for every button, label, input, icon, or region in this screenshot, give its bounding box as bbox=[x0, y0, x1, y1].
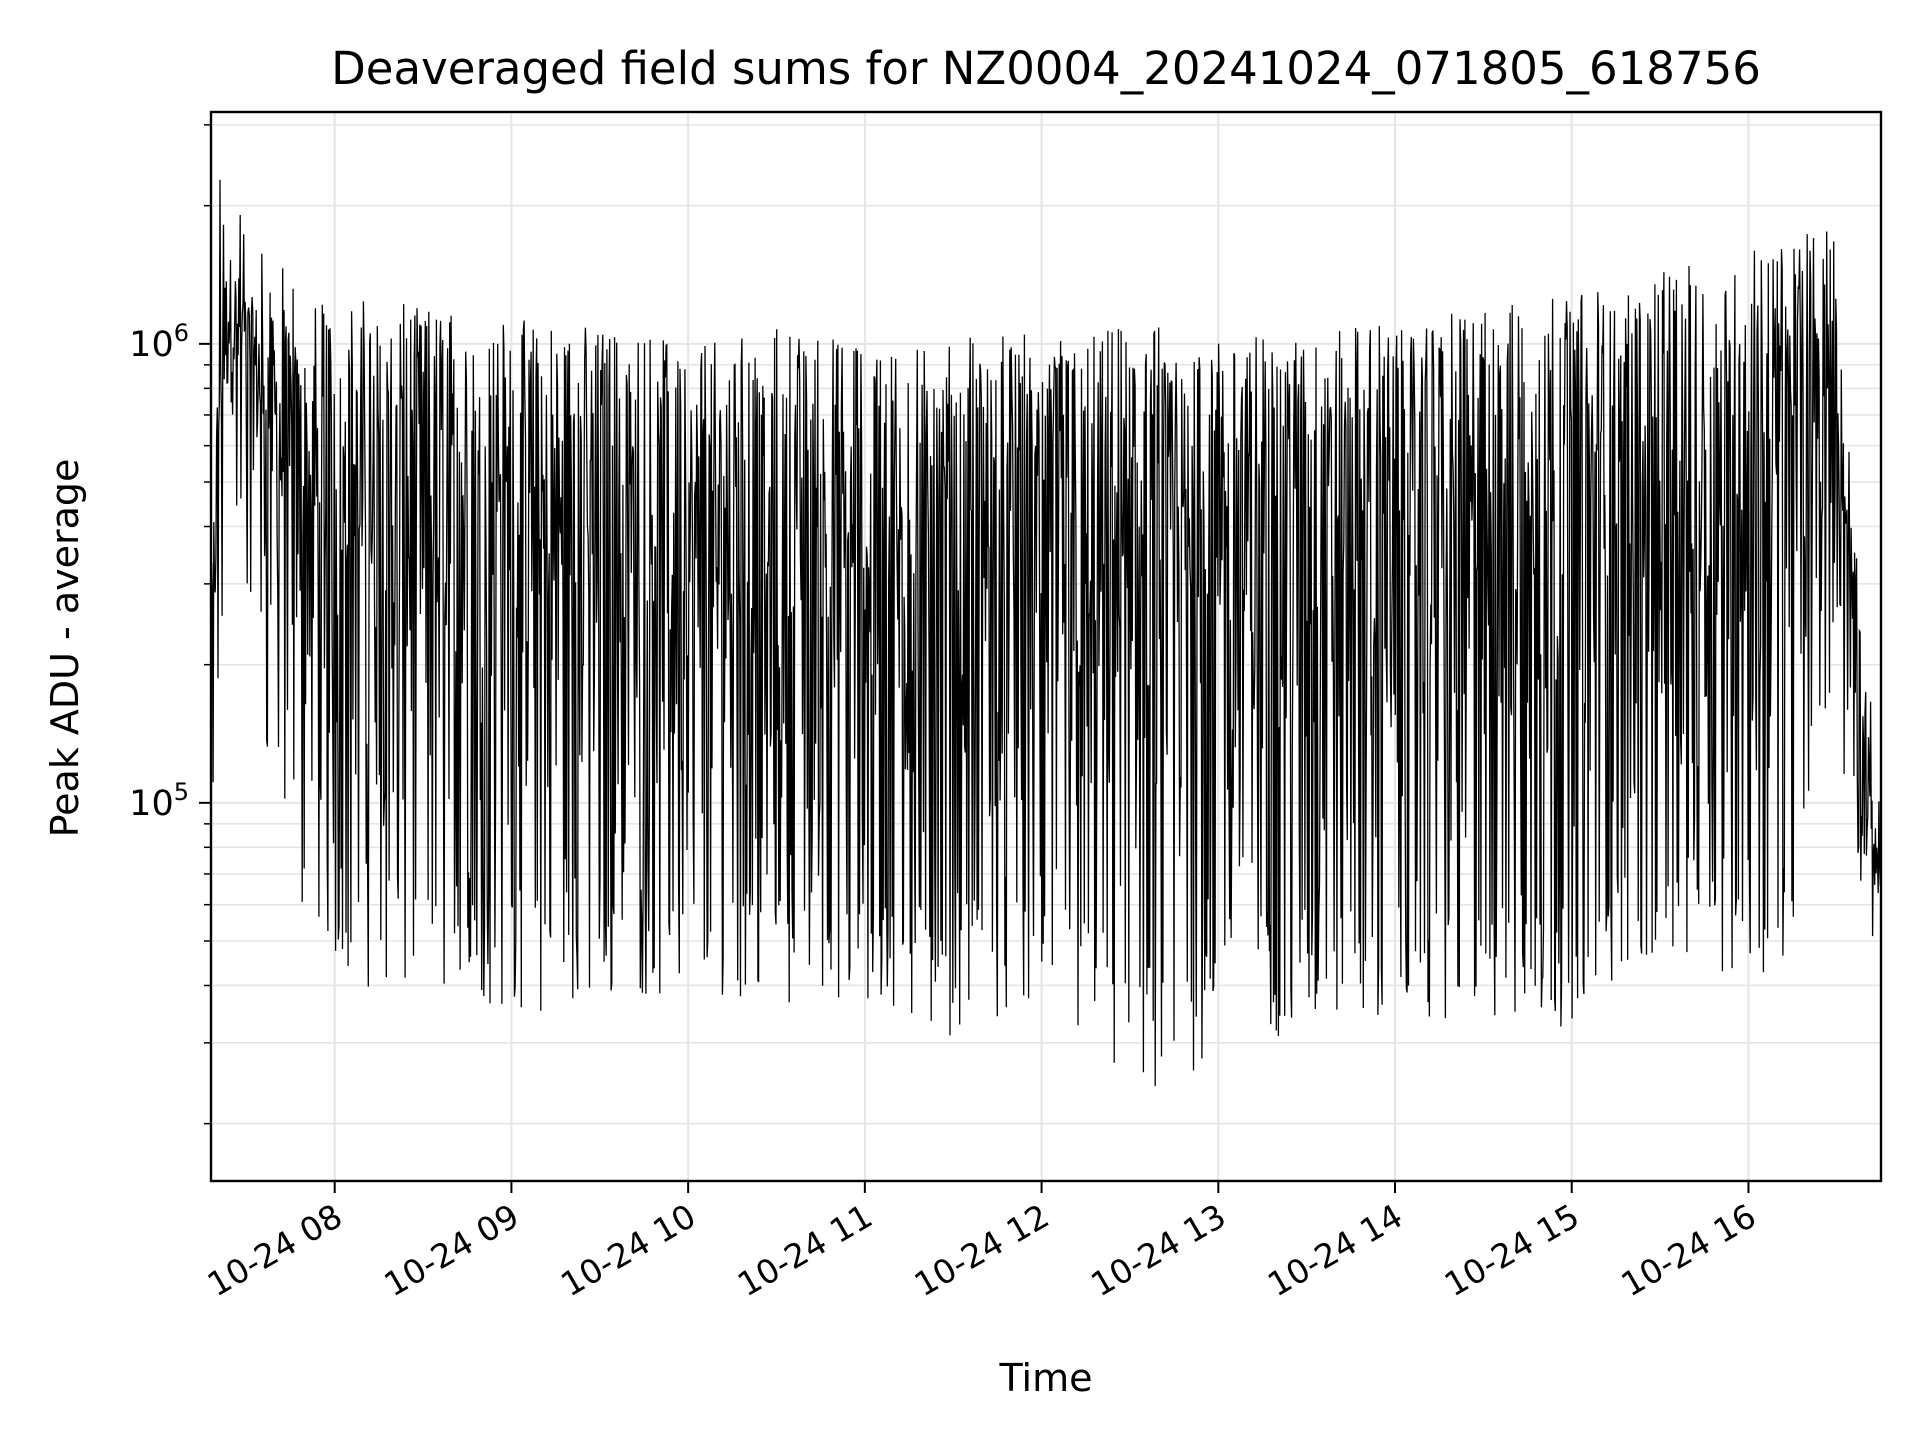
x-tick-label: 10-24 16 bbox=[1614, 1196, 1762, 1304]
x-tick-label: 10-24 11 bbox=[731, 1196, 879, 1304]
y-axis-ticks: 105 106 bbox=[129, 124, 211, 1125]
y-axis-label: Peak ADU - average bbox=[43, 459, 87, 838]
x-tick-label: 10-24 08 bbox=[201, 1196, 349, 1304]
x-axis-ticks: 10-24 08 10-24 09 10-24 10 10-24 11 10-24 12… bbox=[201, 1181, 1762, 1304]
x-tick-label: 10-24 13 bbox=[1084, 1196, 1232, 1304]
x-tick-label: 10-24 09 bbox=[377, 1196, 525, 1304]
series-trace bbox=[210, 179, 1882, 1087]
x-tick-label: 10-24 15 bbox=[1438, 1196, 1586, 1304]
y-tick-label: 106 bbox=[129, 319, 189, 365]
x-axis-label: Time bbox=[999, 1356, 1093, 1400]
chart-title: Deaveraged field sums for NZ0004_2024102… bbox=[331, 42, 1761, 95]
x-tick-label: 10-24 14 bbox=[1261, 1196, 1409, 1304]
plot-area-frame bbox=[209, 110, 1883, 1183]
x-tick-label: 10-24 10 bbox=[554, 1196, 702, 1304]
y-tick-label: 105 bbox=[129, 778, 189, 824]
x-tick-label: 10-24 12 bbox=[908, 1196, 1056, 1304]
series-line bbox=[210, 179, 1882, 1087]
